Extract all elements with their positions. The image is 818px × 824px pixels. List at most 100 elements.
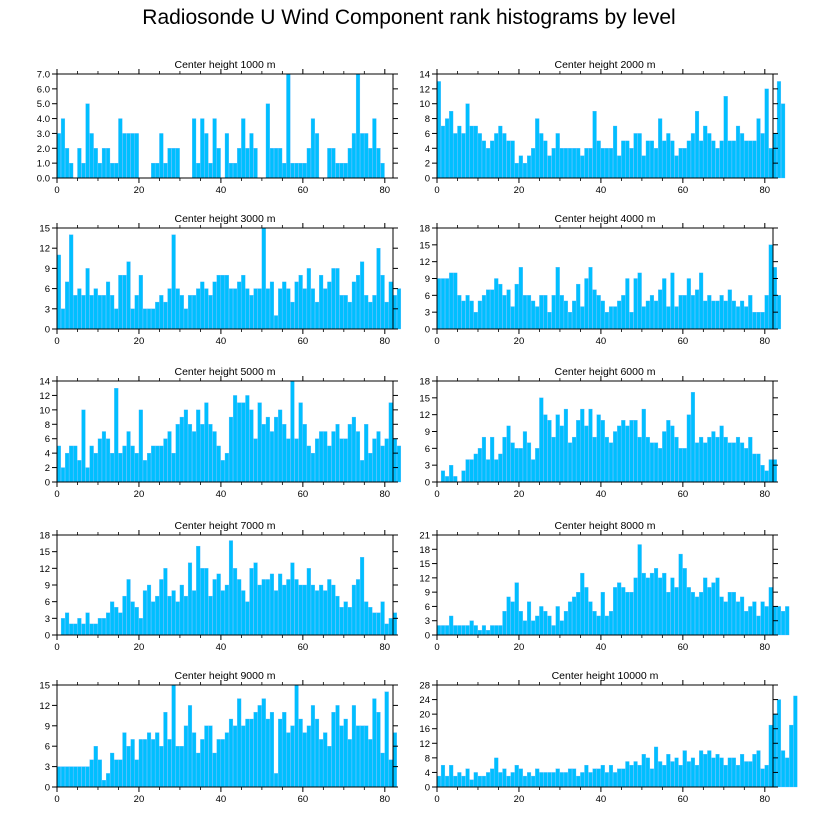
histogram-bar: [682, 148, 687, 179]
histogram-bar: [65, 766, 70, 788]
histogram-bar: [449, 272, 454, 330]
histogram-bar: [204, 568, 209, 636]
histogram-bar: [183, 409, 188, 483]
histogram-bar: [637, 544, 642, 636]
histogram-bar: [171, 148, 176, 179]
histogram-bar: [580, 306, 585, 330]
x-tick-label: 40: [596, 489, 607, 500]
histogram-bar: [498, 283, 503, 330]
histogram-bar: [543, 295, 548, 330]
histogram-bar: [506, 289, 511, 330]
histogram-bar: [85, 766, 90, 788]
y-tick-label: 8: [425, 753, 430, 764]
histogram-bar: [216, 573, 221, 636]
histogram-bar: [384, 438, 389, 483]
histogram-bar: [535, 768, 540, 788]
histogram-bar: [490, 625, 495, 636]
histogram-bar: [339, 295, 344, 330]
x-tick-label: 80: [380, 489, 391, 500]
histogram-bar: [138, 618, 143, 636]
histogram-bar: [167, 595, 172, 636]
histogram-bar: [392, 612, 397, 636]
y-tick-label: 6: [425, 129, 430, 140]
histogram-panel: Center height 5000 m 0 2 4 6 8 10 12 14 0 20 40 60 80: [39, 366, 402, 500]
histogram-bar: [481, 295, 486, 330]
histogram-bar: [535, 615, 540, 636]
histogram-bar: [339, 607, 344, 636]
histogram-bar: [649, 442, 654, 483]
histogram-bar: [159, 295, 164, 330]
histogram-bar: [327, 746, 332, 788]
histogram-bar: [551, 436, 556, 483]
histogram-bar: [253, 712, 258, 788]
histogram-bar: [290, 725, 295, 788]
histogram-bar: [580, 408, 585, 483]
histogram-bar: [662, 278, 667, 330]
histogram-bar: [175, 746, 180, 788]
histogram-bar: [151, 162, 156, 179]
histogram-bar: [555, 606, 560, 636]
histogram-bar: [302, 732, 307, 788]
histogram-bar: [502, 611, 507, 636]
histogram-bar: [477, 630, 482, 636]
histogram-bar: [282, 424, 287, 483]
x-tick-label: 40: [216, 185, 227, 196]
histogram-bar: [274, 590, 279, 636]
histogram-bar: [498, 772, 503, 788]
histogram-bar: [625, 761, 630, 788]
histogram-bar: [695, 442, 700, 483]
y-tick-label: 1.0: [37, 159, 50, 170]
histogram-bar: [731, 591, 736, 636]
histogram-bar: [629, 148, 634, 179]
histogram-bar: [65, 148, 70, 179]
panel-frame: [56, 73, 394, 179]
histogram-bar: [200, 739, 205, 788]
histogram-bar: [514, 764, 519, 788]
histogram-panel: Center height 6000 m 0 3 6 9 12 15 18 0 20 40 60 80: [419, 366, 778, 500]
histogram-bar: [163, 301, 168, 330]
histogram-bar: [727, 442, 732, 483]
histogram-bar: [711, 431, 716, 483]
histogram-bar: [60, 618, 66, 636]
histogram-bar: [278, 718, 283, 788]
histogram-bar: [781, 103, 786, 179]
histogram-bar: [97, 162, 102, 179]
histogram-bar: [233, 725, 238, 788]
x-tick-label: 80: [760, 489, 771, 500]
histogram-bar: [559, 772, 564, 788]
histogram-bar: [662, 140, 667, 179]
histogram-bar: [282, 584, 287, 636]
x-tick-label: 20: [134, 185, 145, 196]
histogram-bar: [522, 295, 527, 330]
y-tick-label: 3: [45, 614, 50, 625]
histogram-bar: [465, 625, 470, 636]
histogram-bar: [233, 568, 238, 636]
histogram-bar: [290, 301, 295, 330]
histogram-bar: [110, 752, 115, 788]
y-tick-label: 6: [425, 602, 430, 613]
histogram-bar: [314, 301, 320, 330]
x-tick-label: 0: [434, 642, 439, 653]
y-tick-label: 12: [39, 391, 50, 402]
y-tick-label: 3: [425, 308, 430, 319]
histogram-bar: [257, 584, 262, 636]
histogram-bar: [756, 312, 761, 330]
histogram-bar: [682, 750, 687, 788]
histogram-bar: [690, 757, 695, 788]
histogram-bar: [89, 133, 94, 179]
histogram-bar: [695, 289, 700, 330]
histogram-bar: [372, 118, 377, 179]
histogram-bar: [510, 442, 515, 483]
histogram-panel: Center height 8000 m 0 3 6 9 12 15 18 21 0 20 40 60 8…: [419, 520, 790, 653]
histogram-bar: [543, 611, 548, 636]
histogram-bar: [376, 248, 381, 330]
histogram-bar: [179, 416, 184, 483]
histogram-bar: [719, 596, 724, 636]
histogram-bar: [518, 155, 523, 179]
histogram-bar: [351, 133, 356, 179]
histogram-bar: [535, 448, 540, 483]
histogram-bar: [380, 752, 385, 788]
histogram-bar: [93, 288, 98, 330]
y-tick-label: 9: [45, 581, 50, 592]
histogram-bar: [600, 420, 605, 483]
